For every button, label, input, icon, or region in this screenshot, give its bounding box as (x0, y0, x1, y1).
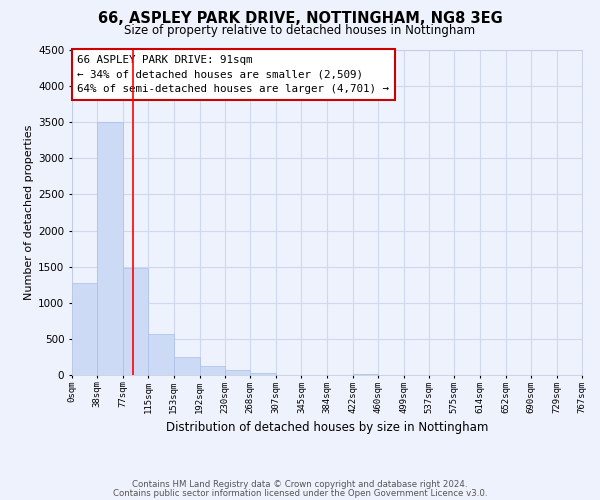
Bar (72, 282, 97, 375)
Bar (200, 366, 225, 375)
Bar (174, 358, 200, 375)
Text: Size of property relative to detached houses in Nottingham: Size of property relative to detached ho… (124, 24, 476, 37)
Bar (148, 334, 174, 375)
Bar (123, 268, 148, 375)
Text: 66 ASPLEY PARK DRIVE: 91sqm
← 34% of detached houses are smaller (2,509)
64% of : 66 ASPLEY PARK DRIVE: 91sqm ← 34% of det… (77, 55, 389, 94)
Text: Contains public sector information licensed under the Open Government Licence v3: Contains public sector information licen… (113, 489, 487, 498)
Bar (353, 374, 378, 375)
Bar (250, 373, 276, 375)
Text: 66, ASPLEY PARK DRIVE, NOTTINGHAM, NG8 3EG: 66, ASPLEY PARK DRIVE, NOTTINGHAM, NG8 3… (98, 11, 502, 26)
X-axis label: Distribution of detached houses by size in Nottingham: Distribution of detached houses by size … (166, 421, 488, 434)
Text: Contains HM Land Registry data © Crown copyright and database right 2024.: Contains HM Land Registry data © Crown c… (132, 480, 468, 489)
Y-axis label: Number of detached properties: Number of detached properties (24, 125, 34, 300)
Bar (97, 122, 123, 375)
Bar (225, 370, 250, 375)
